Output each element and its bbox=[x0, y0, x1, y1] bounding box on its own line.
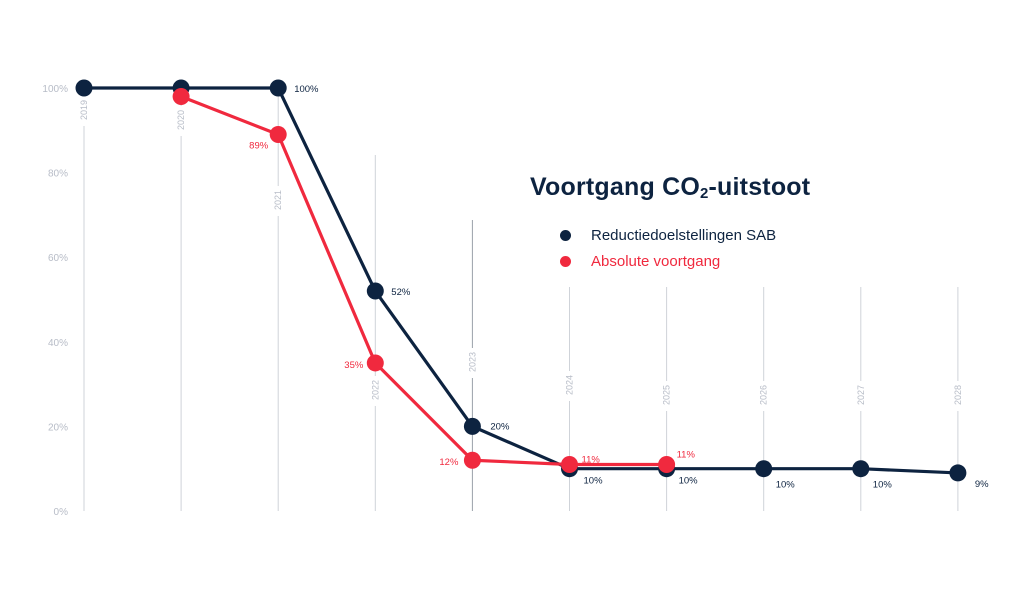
chart-title: Voortgang CO2-uitstoot bbox=[530, 173, 811, 202]
x-tick-label-bg bbox=[77, 96, 91, 126]
x-tick-label-bg bbox=[174, 106, 189, 136]
data-label: 10% bbox=[873, 480, 893, 491]
legend-item-absolute-voortgang: Absolute voortgang bbox=[560, 248, 776, 274]
legend-label-absolute-voortgang: Absolute voortgang bbox=[591, 252, 721, 270]
data-label: 11% bbox=[677, 449, 696, 460]
data-points bbox=[75, 79, 967, 482]
data-point bbox=[269, 79, 287, 97]
x-tick-label: 2023 bbox=[467, 352, 477, 372]
data-label: 10% bbox=[584, 476, 604, 487]
y-tick-label: 60% bbox=[48, 253, 68, 264]
data-point bbox=[172, 87, 190, 105]
x-tick-label-bg bbox=[271, 186, 286, 216]
x-tick-label-bg bbox=[465, 348, 480, 378]
data-point bbox=[269, 126, 287, 144]
x-tick-label-bg bbox=[368, 376, 383, 406]
data-label: 12% bbox=[439, 457, 459, 468]
x-tick-label: 2024 bbox=[565, 375, 575, 395]
x-axis: 2019 2020 2021 2022 2023 2024 2025 2026 2027 2028 bbox=[77, 96, 965, 411]
legend-marker-absolute-voortgang bbox=[560, 255, 571, 267]
data-point bbox=[75, 79, 93, 97]
x-tick-label: 2019 bbox=[79, 100, 89, 120]
data-label: 10% bbox=[679, 476, 699, 487]
y-axis: 0% 20% 40% 60% 80% 100% bbox=[42, 84, 68, 518]
y-tick-label: 100% bbox=[42, 84, 68, 95]
y-tick-label: 40% bbox=[48, 338, 68, 349]
x-tick-label-bg bbox=[950, 381, 965, 411]
data-point bbox=[463, 417, 481, 435]
series-lines bbox=[84, 86, 958, 475]
x-tick-label-bg bbox=[853, 381, 868, 411]
x-tick-label: 2025 bbox=[662, 385, 672, 405]
x-tick-label: 2028 bbox=[953, 385, 963, 405]
chart-legend: Reductiedoelstellingen SAB Absolute voor… bbox=[560, 222, 776, 274]
x-tick-label: 2026 bbox=[759, 385, 769, 405]
data-label: 9% bbox=[975, 479, 989, 490]
legend-label-reductiedoelstellingen: Reductiedoelstellingen SAB bbox=[591, 226, 777, 244]
data-point bbox=[949, 464, 967, 482]
y-tick-label: 20% bbox=[48, 422, 68, 433]
data-point bbox=[366, 354, 384, 372]
x-tick-label-bg bbox=[756, 381, 771, 411]
data-point bbox=[366, 282, 384, 300]
data-point bbox=[561, 455, 578, 473]
y-tick-label: 80% bbox=[48, 169, 68, 180]
x-tick-label-bg bbox=[562, 371, 577, 401]
data-point bbox=[463, 451, 481, 469]
data-point bbox=[658, 455, 676, 473]
data-labels: 100% 52% 20% 10% 10% 10% 10% 9% 89% 35% 12% 11% 11% bbox=[249, 84, 989, 491]
x-tick-label-bg bbox=[659, 381, 674, 411]
data-point bbox=[852, 460, 870, 478]
data-label: 100% bbox=[294, 84, 319, 95]
y-tick-label: 0% bbox=[54, 507, 69, 518]
legend-marker-reductiedoelstellingen bbox=[560, 229, 571, 241]
data-label: 89% bbox=[249, 141, 269, 152]
data-label: 52% bbox=[391, 287, 411, 298]
series-line bbox=[180, 94, 667, 467]
x-tick-label: 2027 bbox=[856, 385, 866, 405]
x-tick-label: 2022 bbox=[370, 380, 380, 400]
data-label: 11% bbox=[582, 454, 601, 465]
data-label: 35% bbox=[344, 360, 364, 371]
x-tick-label: 2020 bbox=[176, 110, 186, 130]
x-tick-label: 2021 bbox=[273, 190, 283, 210]
data-point bbox=[755, 460, 773, 478]
data-label: 10% bbox=[776, 480, 796, 491]
data-label: 20% bbox=[490, 421, 510, 432]
legend-item-reductiedoelstellingen: Reductiedoelstellingen SAB bbox=[560, 222, 776, 248]
series-line bbox=[84, 86, 958, 475]
